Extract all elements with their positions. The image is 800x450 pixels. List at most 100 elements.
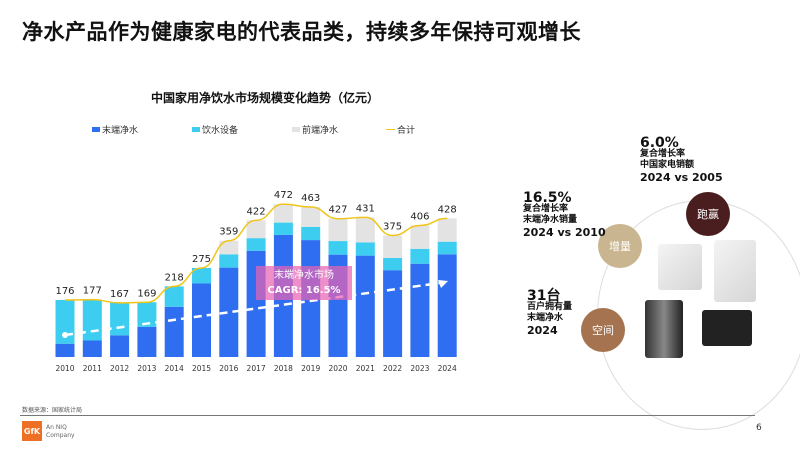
- legend-swatch: [192, 127, 200, 132]
- bar-segment: [110, 335, 130, 357]
- data-label: 176: [55, 286, 74, 297]
- trend-start-dot: [62, 332, 68, 338]
- bar-segment: [82, 340, 102, 357]
- x-tick-label: 2015: [192, 364, 211, 373]
- total-line: [64, 203, 448, 304]
- product-image-filter: [658, 244, 702, 290]
- bar-segment: [383, 257, 403, 271]
- bar-segment: [219, 240, 239, 255]
- data-label: 427: [328, 205, 347, 216]
- bar-segment: [219, 254, 239, 268]
- cagr-annotation: 末端净水市场 CAGR: 16.5%: [256, 266, 352, 300]
- stat-appliance-cagr: 6.0% 复合增长率 中国家电销额 2024 vs 2005: [640, 135, 723, 184]
- data-label: 169: [137, 288, 156, 299]
- bar-segment: [192, 267, 211, 284]
- data-label: 359: [219, 227, 238, 238]
- x-tick-label: 2023: [410, 364, 429, 373]
- data-label: 167: [110, 289, 129, 300]
- legend-swatch: [92, 127, 100, 132]
- bar-segment: [355, 255, 375, 357]
- chart-title: 中国家用净饮水市场规模变化趋势（亿元）: [150, 91, 379, 105]
- legend-label: 饮水设备: [202, 126, 239, 136]
- legend-item-front: 前端净水: [292, 123, 338, 136]
- stat-label: 复合增长率: [640, 149, 686, 159]
- bar-segment: [55, 343, 75, 357]
- circle-space: 空间: [581, 308, 625, 352]
- bar-segment: [328, 241, 348, 255]
- legend-label: 末端净水: [102, 126, 139, 136]
- bar-segment: [110, 302, 130, 336]
- bar-segment: [410, 248, 430, 264]
- bar-segment: [301, 207, 321, 227]
- page-number: 6: [756, 423, 762, 433]
- circle-increment: 增量: [598, 224, 642, 268]
- bar-segment: [219, 267, 239, 357]
- data-label: 428: [438, 204, 457, 215]
- stat-period: 2024 vs 2010: [523, 226, 606, 239]
- x-tick-label: 2016: [219, 364, 238, 373]
- legend-item-terminal: 末端净水: [92, 123, 138, 136]
- bar-segment: [82, 299, 102, 341]
- legend-item-total: 合计: [386, 123, 415, 136]
- legend-label: 前端净水: [302, 126, 339, 136]
- data-label: 375: [383, 222, 402, 233]
- x-tick-label: 2020: [328, 364, 347, 373]
- stat-label: 百户拥有量: [527, 302, 573, 312]
- data-label: 472: [274, 190, 293, 201]
- data-label: 275: [192, 254, 211, 265]
- stat-value: 31台: [527, 288, 561, 304]
- legend-line: [386, 128, 395, 131]
- bar-segment: [437, 218, 457, 242]
- x-tick-label: 2011: [83, 364, 102, 373]
- bar-segment: [192, 283, 211, 357]
- stat-label: 末端净水: [527, 313, 564, 323]
- legend-swatch: [292, 127, 300, 132]
- bar-segment: [273, 222, 293, 235]
- x-tick-label: 2013: [137, 364, 156, 373]
- x-tick-label: 2014: [165, 364, 184, 373]
- logo-tagline: An NIQ Company: [46, 424, 75, 440]
- bar-segment: [246, 238, 266, 251]
- bar-segment: [164, 306, 184, 357]
- bar-segment: [355, 217, 375, 243]
- legend-label: 合计: [397, 126, 416, 136]
- data-source: 数据来源：国家统计局: [22, 407, 83, 414]
- stat-value: 6.0%: [640, 135, 679, 151]
- bar-segment: [301, 226, 321, 241]
- gfk-logo: GfK: [22, 421, 42, 441]
- x-tick-label: 2018: [274, 364, 293, 373]
- bar-segment: [410, 225, 430, 249]
- x-tick-label: 2024: [438, 364, 457, 373]
- bar-segment: [355, 242, 375, 256]
- logo-tagline-2: Company: [46, 432, 75, 439]
- bar-segment: [55, 300, 75, 344]
- bar-segment: [437, 241, 457, 255]
- bar-segment: [383, 235, 403, 258]
- stat-label: 复合增长率: [523, 204, 569, 214]
- stat-period: 2024 vs 2005: [640, 171, 723, 184]
- product-image-purifier: [714, 240, 756, 302]
- product-image-dispenser: [645, 300, 683, 358]
- bar-segment: [137, 326, 157, 357]
- data-label: 177: [83, 286, 102, 297]
- bar-segment: [164, 286, 184, 307]
- footer-divider: [20, 415, 755, 416]
- bar-segment: [137, 302, 157, 327]
- x-tick-label: 2022: [383, 364, 402, 373]
- data-label: 463: [301, 193, 320, 204]
- x-tick-label: 2019: [301, 364, 320, 373]
- data-label: 431: [356, 203, 375, 214]
- x-tick-label: 2012: [110, 364, 129, 373]
- annotation-line2: CAGR: 16.5%: [267, 285, 341, 296]
- circle-outperform: 跑赢: [686, 192, 730, 236]
- x-tick-label: 2021: [356, 364, 375, 373]
- bar-segment: [246, 220, 266, 239]
- stacked-bar-chart: 2010 176 2011 177 2012 167 2013 169 2014 218 2015 2…: [55, 190, 457, 373]
- bar-segment: [437, 254, 457, 357]
- stat-label: 中国家电销额: [640, 160, 695, 170]
- legend-item-dispenser: 饮水设备: [192, 123, 238, 136]
- product-image-panel: [702, 310, 752, 346]
- cagr-trend-arrow: [64, 281, 441, 337]
- bar-segment: [328, 218, 348, 242]
- bar-segment: [273, 204, 293, 223]
